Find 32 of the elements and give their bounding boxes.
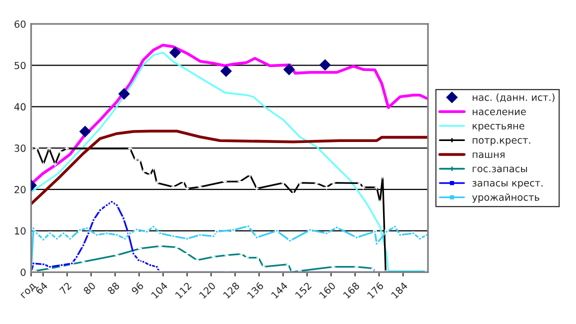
x-tick-label: 120 xyxy=(198,282,216,299)
x-tick-label: 128 xyxy=(222,282,240,299)
x-tick-label: 136 xyxy=(246,282,264,299)
y-tick-label: 0 xyxy=(20,268,26,276)
x-tick-label: 160 xyxy=(318,282,336,299)
x-tick-label: 184 xyxy=(390,282,408,299)
x-tick-label: 152 xyxy=(294,282,312,299)
x-tick-label: 72 xyxy=(59,282,72,295)
legend-label: запасы крест. xyxy=(472,180,543,188)
y-tick-label: 30 xyxy=(14,144,26,152)
x-tick-label: 96 xyxy=(130,282,144,295)
legend-label: пашня xyxy=(472,152,504,158)
legend-label: крестьяне xyxy=(472,124,524,132)
legend-label: гос.запасы xyxy=(472,166,527,172)
x-tick-label: 80 xyxy=(82,282,96,295)
legend-label: потр.крест. xyxy=(472,138,530,146)
legend-label: урожайность xyxy=(472,193,540,203)
x-tick-label: 112 xyxy=(174,282,192,299)
legend-label: нас. (данн. ист.) xyxy=(472,93,554,102)
y-tick-label: 60 xyxy=(14,20,26,28)
x-tick-label: 176 xyxy=(366,282,384,299)
y-tick-label: 20 xyxy=(14,186,26,194)
y-tick-label: 10 xyxy=(14,227,26,235)
y-tick-label: 50 xyxy=(14,62,26,70)
x-tick-label: 64 xyxy=(34,282,48,295)
x-tick-label: год xyxy=(20,282,37,300)
x-tick-label: 168 xyxy=(342,282,360,299)
x-tick-label: 104 xyxy=(150,282,168,299)
x-tick-label: 88 xyxy=(106,282,120,295)
legend-label: население xyxy=(472,110,526,116)
y-tick-label: 40 xyxy=(14,103,26,111)
x-tick-label: 144 xyxy=(270,282,288,299)
